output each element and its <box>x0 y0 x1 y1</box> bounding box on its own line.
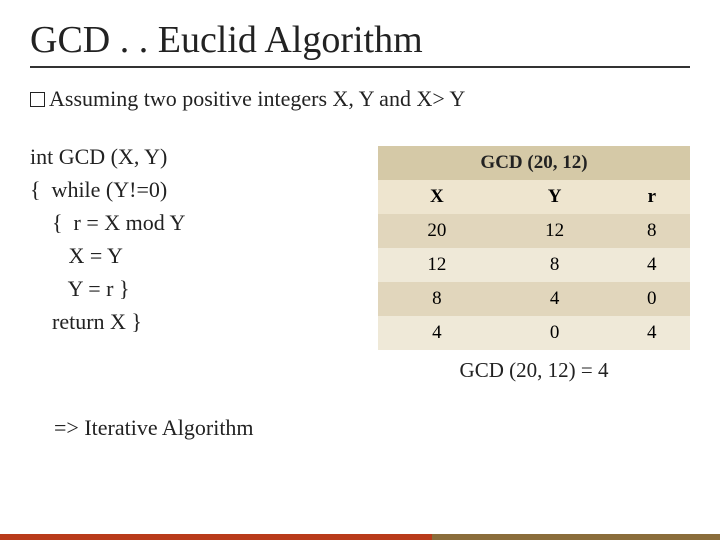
col-y: Y <box>496 180 614 214</box>
cell-r: 4 <box>614 248 690 282</box>
slide-title: GCD . . Euclid Algorithm <box>30 18 690 62</box>
content-row: int GCD (X, Y) { while (Y!=0) { r = X mo… <box>30 140 690 383</box>
cell-y: 8 <box>496 248 614 282</box>
table-row: 8 4 0 <box>378 282 690 316</box>
code-line: X = Y <box>30 239 350 272</box>
cell-r: 0 <box>614 282 690 316</box>
col-r: r <box>614 180 690 214</box>
gcd-table: GCD (20, 12) X Y r 20 12 8 12 8 4 <box>378 146 690 350</box>
cell-x: 12 <box>378 248 496 282</box>
iterative-note: => Iterative Algorithm <box>54 415 690 441</box>
code-line: { r = X mod Y <box>30 206 350 239</box>
col-x: X <box>378 180 496 214</box>
cell-y: 12 <box>496 214 614 248</box>
cell-x: 20 <box>378 214 496 248</box>
bullet-text: Assuming two positive integers X, Y and … <box>49 86 465 111</box>
footer-bar <box>0 534 720 540</box>
code-line: return X } <box>30 305 350 338</box>
cell-r: 8 <box>614 214 690 248</box>
cell-y: 0 <box>496 316 614 350</box>
slide: GCD . . Euclid Algorithm Assuming two po… <box>0 0 720 540</box>
bullet-box-icon <box>30 92 45 107</box>
table-row: 12 8 4 <box>378 248 690 282</box>
table-col-headers: X Y r <box>378 180 690 214</box>
cell-x: 4 <box>378 316 496 350</box>
bullet-line: Assuming two positive integers X, Y and … <box>30 86 690 112</box>
table-header: GCD (20, 12) <box>378 146 690 180</box>
table-row: 4 0 4 <box>378 316 690 350</box>
code-line: int GCD (X, Y) <box>30 140 350 173</box>
table-result: GCD (20, 12) = 4 <box>378 358 690 383</box>
cell-y: 4 <box>496 282 614 316</box>
code-line: { while (Y!=0) <box>30 173 350 206</box>
table-wrap: GCD (20, 12) X Y r 20 12 8 12 8 4 <box>378 140 690 383</box>
title-underline <box>30 66 690 68</box>
code-line: Y = r } <box>30 272 350 305</box>
table-header-row: GCD (20, 12) <box>378 146 690 180</box>
cell-r: 4 <box>614 316 690 350</box>
cell-x: 8 <box>378 282 496 316</box>
table-row: 20 12 8 <box>378 214 690 248</box>
code-block: int GCD (X, Y) { while (Y!=0) { r = X mo… <box>30 140 350 383</box>
